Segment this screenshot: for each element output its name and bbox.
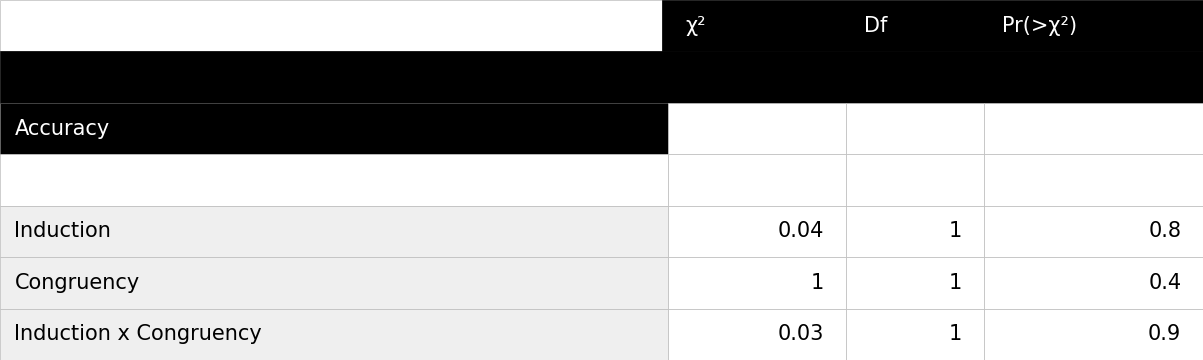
Bar — [668, 257, 846, 309]
Text: Accuracy: Accuracy — [14, 118, 109, 139]
Bar — [668, 309, 846, 360]
Bar — [984, 154, 1203, 206]
Text: 0.4: 0.4 — [1148, 273, 1181, 293]
Bar — [984, 103, 1203, 154]
Bar — [846, 154, 984, 206]
Text: Induction x Congruency: Induction x Congruency — [14, 324, 262, 344]
Text: 1: 1 — [811, 273, 824, 293]
Bar — [846, 206, 984, 257]
Text: χ²: χ² — [686, 16, 706, 36]
Bar — [0, 103, 668, 154]
Bar — [984, 206, 1203, 257]
Bar — [846, 257, 984, 309]
Bar — [668, 154, 846, 206]
Bar — [984, 309, 1203, 360]
Text: Df: Df — [864, 16, 887, 36]
Bar — [662, 0, 1203, 51]
Text: Induction: Induction — [14, 221, 112, 242]
Bar — [0, 154, 668, 206]
Text: 1: 1 — [949, 221, 962, 242]
Bar — [0, 206, 668, 257]
Text: 1: 1 — [949, 324, 962, 344]
Text: 0.8: 0.8 — [1149, 221, 1181, 242]
Bar — [846, 103, 984, 154]
Text: Congruency: Congruency — [14, 273, 140, 293]
Bar — [668, 103, 846, 154]
Bar — [846, 309, 984, 360]
Text: 0.03: 0.03 — [777, 324, 824, 344]
Bar — [0, 257, 668, 309]
Bar — [0, 309, 668, 360]
Text: 0.04: 0.04 — [777, 221, 824, 242]
Bar — [984, 257, 1203, 309]
Bar — [668, 206, 846, 257]
Bar — [0, 51, 1203, 103]
Text: 0.9: 0.9 — [1148, 324, 1181, 344]
Text: Pr(>χ²): Pr(>χ²) — [1002, 16, 1077, 36]
Text: 1: 1 — [949, 273, 962, 293]
Bar — [0, 0, 662, 51]
